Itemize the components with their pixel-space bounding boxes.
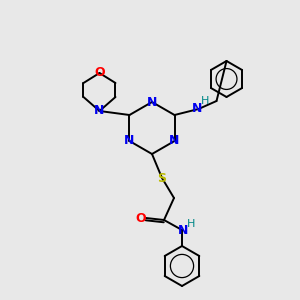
Text: O: O [94, 67, 105, 80]
Text: N: N [178, 224, 188, 238]
Text: O: O [136, 212, 146, 224]
Text: S: S [158, 172, 166, 184]
Text: N: N [124, 134, 135, 148]
Text: H: H [187, 219, 195, 229]
Text: N: N [94, 104, 105, 118]
Text: N: N [192, 101, 203, 115]
Text: N: N [147, 95, 157, 109]
Text: H: H [201, 96, 210, 106]
Text: N: N [169, 134, 180, 148]
